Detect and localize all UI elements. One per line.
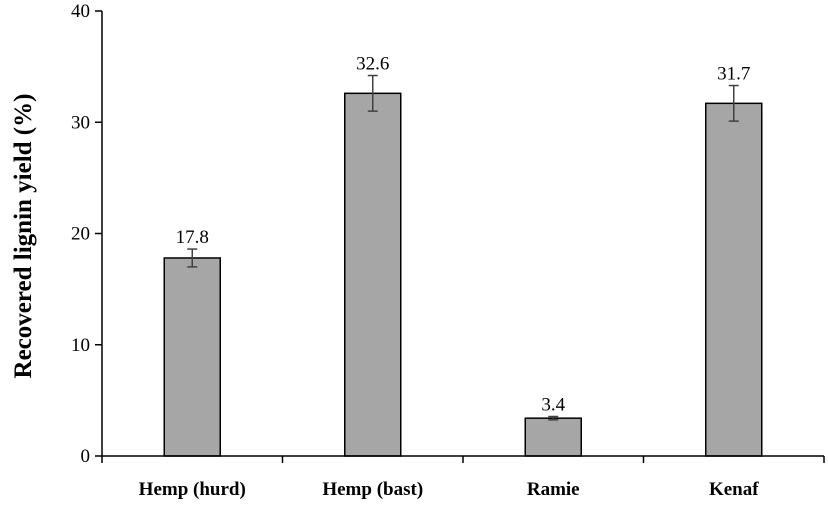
error-bar (187, 248, 198, 268)
error-bar (728, 84, 739, 122)
error-bar (367, 74, 378, 112)
data-label: 3.4 (541, 395, 565, 416)
bar (344, 92, 402, 457)
x-tick-label: Hemp (hurd) (139, 479, 246, 500)
y-tick-label: 10 (71, 335, 90, 356)
y-tick-label: 0 (81, 446, 91, 467)
y-tick-label: 40 (71, 1, 90, 22)
bar (163, 257, 221, 457)
data-label: 17.8 (176, 227, 209, 248)
bar (705, 102, 763, 457)
y-axis-label: Recovered lignin yield (%) (10, 94, 37, 379)
y-tick-label: 20 (71, 224, 90, 245)
data-label: 32.6 (356, 54, 389, 75)
bar (524, 417, 582, 457)
y-ticks-layer: 0 10 20 30 40 (71, 1, 102, 467)
error-bar (548, 415, 559, 421)
data-label: 31.7 (717, 64, 750, 85)
y-tick-label: 30 (71, 112, 90, 133)
x-tick-label: Kenaf (709, 479, 759, 500)
bars-layer: 17.8 32.6 3.4 31.7 (163, 54, 763, 457)
x-tick-label: Hemp (bast) (322, 479, 423, 500)
x-tick-label: Ramie (527, 479, 580, 500)
x-ticks-layer: Hemp (hurd) Hemp (bast) Ramie Kenaf (101, 456, 825, 500)
